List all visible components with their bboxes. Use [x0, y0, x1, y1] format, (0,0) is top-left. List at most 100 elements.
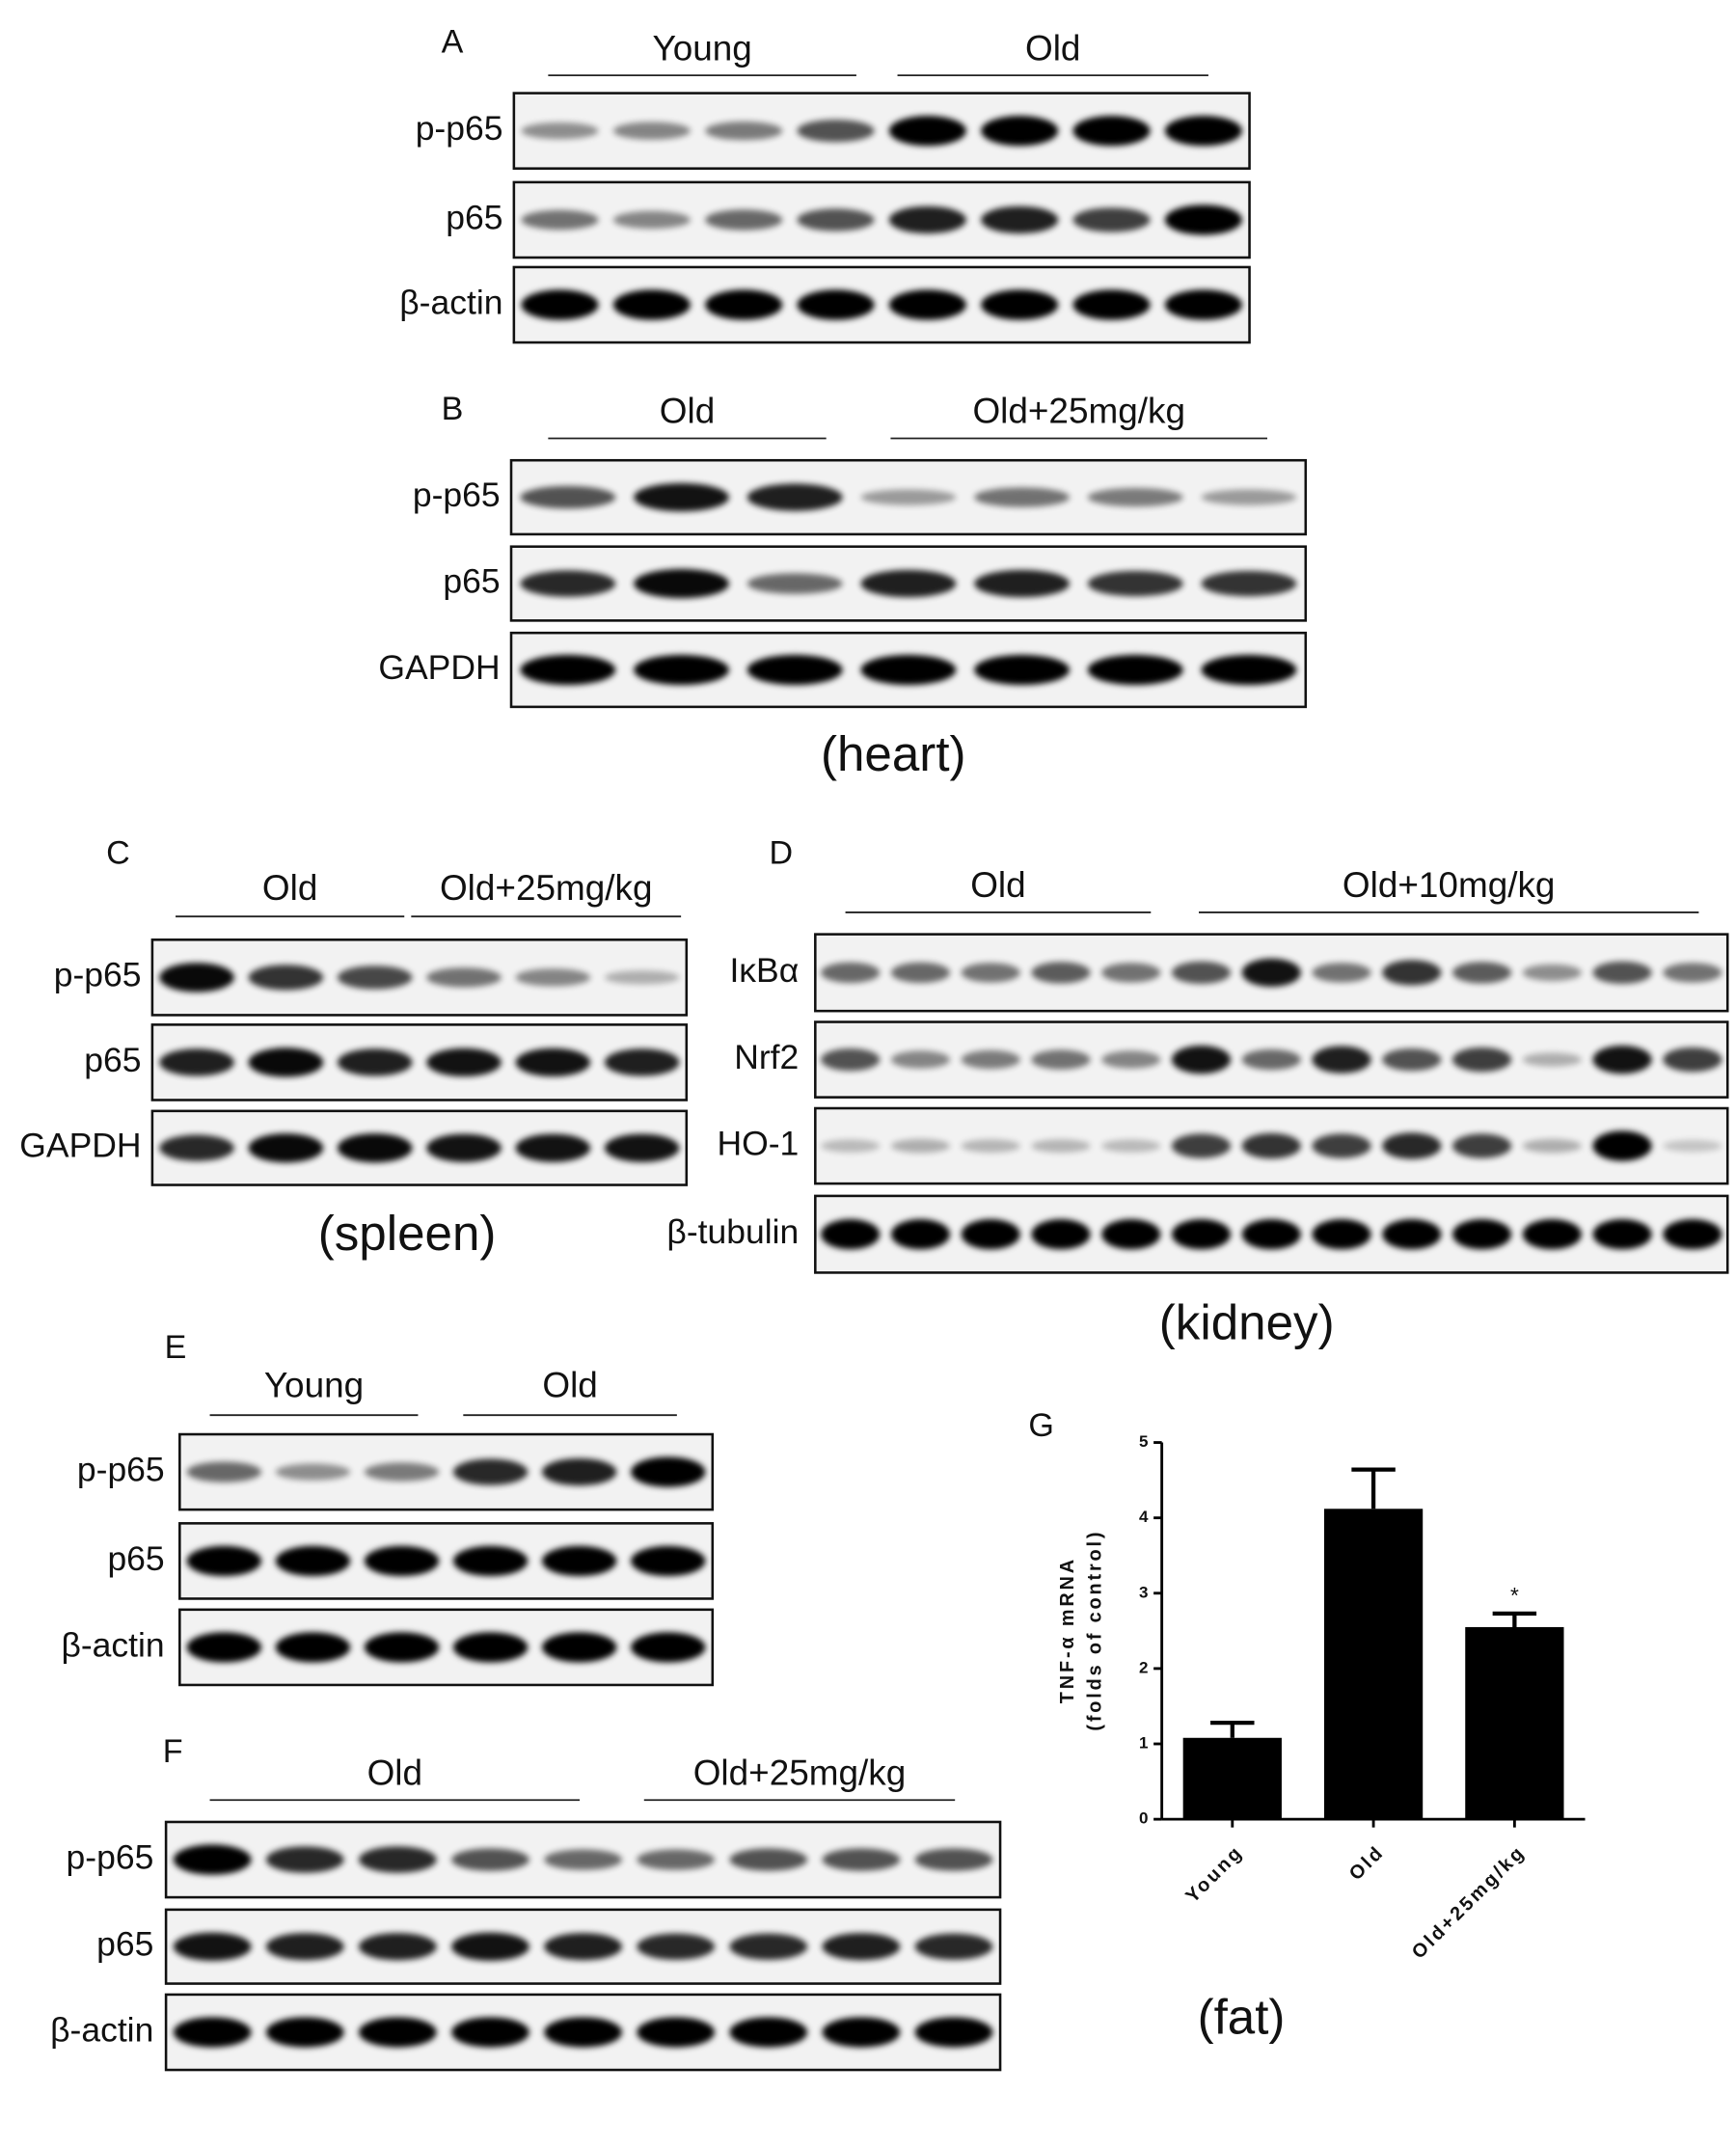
band: [359, 1846, 437, 1873]
panel-label: G: [1028, 1407, 1054, 1444]
band: [1663, 1219, 1722, 1250]
band: [888, 289, 966, 320]
band: [981, 289, 1059, 320]
row-label: β-tubulin: [666, 1212, 799, 1251]
band: [1312, 1219, 1371, 1250]
blot: [178, 1522, 715, 1600]
band: [797, 119, 875, 143]
band: [637, 1849, 716, 1870]
band: [542, 1545, 617, 1577]
panel-label: A: [442, 23, 464, 60]
band: [860, 569, 957, 598]
band: [822, 2017, 901, 2048]
band: [1592, 1130, 1652, 1161]
band: [612, 289, 691, 320]
x-tick-label: Old: [1345, 1841, 1389, 1885]
band: [1171, 1045, 1232, 1074]
band: [797, 208, 875, 231]
bar: [1323, 1509, 1424, 1820]
row-label: β-actin: [61, 1625, 164, 1664]
band: [860, 489, 957, 505]
band: [705, 209, 783, 231]
band: [515, 1047, 591, 1077]
band: [542, 1457, 617, 1486]
group-label: Old+25mg/kg: [693, 1753, 907, 1792]
band: [1241, 1048, 1301, 1071]
group-label: Old: [1025, 28, 1080, 68]
blot: [178, 1608, 715, 1687]
band: [914, 1933, 993, 1960]
row-label: β-actin: [399, 283, 502, 321]
band: [337, 1133, 413, 1163]
caption: (fat): [1198, 1989, 1286, 2044]
band: [637, 1933, 716, 1960]
band: [1171, 1133, 1232, 1158]
panel-label: C: [106, 834, 130, 871]
band: [729, 2017, 808, 2048]
band: [746, 573, 843, 594]
band: [604, 1048, 680, 1076]
band: [1522, 1138, 1582, 1154]
band: [1451, 1219, 1512, 1250]
band: [1382, 1132, 1442, 1159]
band: [1087, 654, 1183, 686]
band: [705, 121, 783, 141]
band: [426, 1047, 502, 1077]
y-tick-label: 1: [1139, 1734, 1148, 1753]
band: [1451, 1047, 1512, 1073]
band: [612, 210, 691, 230]
band: [173, 1932, 252, 1961]
x-tick-label: Young: [1181, 1841, 1247, 1907]
bar: [1465, 1626, 1564, 1820]
band: [359, 1933, 437, 1961]
group-label: Old: [542, 1365, 597, 1404]
band: [452, 1632, 529, 1663]
band: [1241, 958, 1301, 988]
band: [1171, 961, 1232, 985]
band: [1101, 1139, 1161, 1153]
row-label: p-p65: [413, 476, 501, 514]
error-bar: [1210, 1721, 1255, 1738]
band: [890, 1050, 951, 1069]
band: [1171, 1219, 1232, 1250]
band: [521, 122, 599, 140]
band: [186, 1461, 262, 1482]
panel-label: E: [165, 1329, 187, 1366]
band: [1164, 116, 1242, 147]
group-label: Old: [367, 1753, 422, 1792]
band: [961, 1219, 1020, 1250]
y-axis-label-line: TNF-α mRNA: [1057, 1557, 1078, 1703]
band: [451, 1848, 529, 1871]
band: [265, 2017, 344, 2048]
band: [337, 965, 413, 990]
band: [604, 970, 680, 985]
band: [1663, 1047, 1722, 1073]
band: [186, 1632, 262, 1663]
band: [520, 485, 616, 509]
band: [515, 968, 591, 987]
band: [974, 569, 1071, 598]
row-label: IκBα: [729, 951, 799, 990]
band: [705, 289, 783, 320]
band: [637, 2017, 716, 2048]
band: [890, 1138, 951, 1154]
row-label: p-p65: [67, 1837, 154, 1876]
band: [1164, 289, 1242, 320]
band: [173, 2017, 252, 2048]
band: [544, 2017, 622, 2048]
band: [1101, 1219, 1161, 1250]
band: [544, 1849, 622, 1870]
band: [520, 570, 616, 597]
band: [159, 1134, 234, 1161]
band: [797, 289, 875, 320]
band: [275, 1463, 351, 1481]
band: [961, 963, 1020, 983]
band: [821, 1219, 881, 1250]
band: [1087, 570, 1183, 597]
band: [821, 1139, 881, 1153]
band: [634, 482, 729, 512]
band: [821, 1047, 881, 1072]
band: [173, 1844, 252, 1875]
blot: [150, 1109, 689, 1186]
band: [974, 487, 1071, 507]
